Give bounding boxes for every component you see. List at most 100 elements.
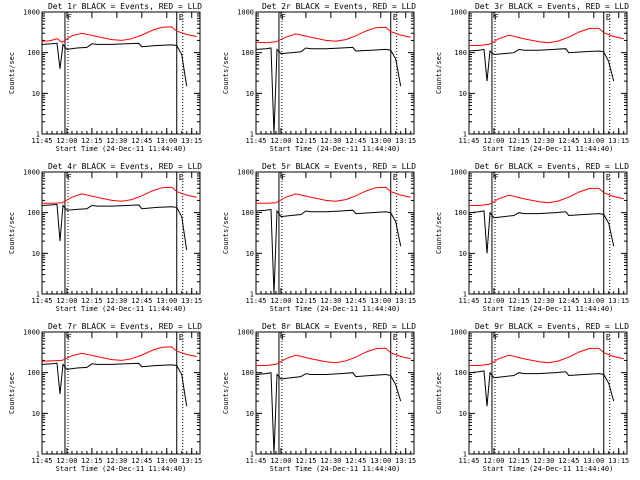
x-tick-label: 12:00 [56, 297, 77, 305]
x-tick-label: 13:15 [608, 297, 629, 305]
x-tick-label: 12:45 [345, 137, 366, 145]
plot-frame [41, 11, 201, 135]
plot-frame [41, 171, 201, 295]
y-tick-label: 100 [27, 369, 40, 377]
chart-title: Det 8r BLACK = Events, RED = LLD [262, 322, 416, 331]
y-tick-label: 10 [32, 250, 40, 258]
marker-label-E: E [179, 333, 184, 342]
marker-label-E: E [179, 13, 184, 22]
plot-frame [468, 11, 628, 135]
x-tick-label: 11:45 [245, 137, 266, 145]
chart-title: Det 2r BLACK = Events, RED = LLD [262, 2, 416, 11]
x-tick-label: 12:30 [320, 457, 341, 465]
x-tick-label: 11:45 [31, 457, 52, 465]
marker-label-E: E [606, 173, 611, 182]
y-tick-label: 10 [459, 90, 467, 98]
x-tick-label: 13:15 [608, 137, 629, 145]
marker-label-F: F [67, 13, 72, 22]
y-tick-label: 1000 [237, 329, 254, 337]
x-tick-label: 12:45 [131, 297, 152, 305]
chart-title: Det 5r BLACK = Events, RED = LLD [262, 162, 416, 171]
x-tick-label: 12:00 [270, 297, 291, 305]
x-tick-label: 13:00 [370, 457, 391, 465]
events-series-line [41, 42, 188, 87]
y-axis-label: Counts/sec [8, 52, 16, 94]
x-tick-label: 12:00 [270, 137, 291, 145]
x-tick-label: 12:00 [483, 297, 504, 305]
events-series-line [468, 48, 615, 82]
lld-series-line [256, 347, 411, 366]
x-tick-label: 12:15 [81, 137, 102, 145]
x-axis-label: Start Time (24-Dec-11 11:44:40) [270, 145, 401, 153]
plot-frame [255, 331, 415, 455]
x-tick-label: 12:15 [508, 297, 529, 305]
chart-panel-7: Det 7r BLACK = Events, RED = LLD 1 10 100 10… [8, 322, 202, 473]
y-tick-label: 10 [246, 410, 254, 418]
marker-label-F: F [281, 333, 286, 342]
x-tick-label: 12:45 [131, 137, 152, 145]
marker-label-F: F [67, 173, 72, 182]
x-axis-label: Start Time (24-Dec-11 11:44:40) [270, 305, 401, 313]
marker-label-E: E [393, 173, 398, 182]
y-tick-label: 100 [241, 209, 254, 217]
x-tick-label: 12:00 [483, 457, 504, 465]
x-axis-label: Start Time (24-Dec-11 11:44:40) [56, 465, 187, 473]
marker-label-E: E [393, 13, 398, 22]
x-axis-label: Start Time (24-Dec-11 11:44:40) [483, 145, 614, 153]
events-series-line [255, 46, 402, 135]
plot-frame [41, 331, 201, 455]
x-tick-label: 12:45 [558, 297, 579, 305]
marker-label-F: F [67, 333, 72, 342]
x-tick-label: 12:45 [558, 457, 579, 465]
plot-frame [255, 11, 415, 135]
events-series-line [255, 372, 402, 455]
chart-panel-8: Det 8r BLACK = Events, RED = LLD 1 10 100 10… [222, 322, 416, 473]
x-tick-label: 11:45 [458, 297, 479, 305]
y-tick-label: 1000 [23, 9, 40, 17]
plot-frame [468, 171, 628, 295]
y-axis-label: Counts/sec [435, 212, 443, 254]
events-series-line [41, 203, 188, 251]
y-tick-label: 100 [27, 49, 40, 57]
chart-title: Det 4r BLACK = Events, RED = LLD [48, 162, 202, 171]
y-tick-label: 1 [463, 131, 467, 139]
x-tick-label: 12:15 [81, 457, 102, 465]
x-tick-label: 12:15 [295, 457, 316, 465]
y-tick-label: 10 [32, 90, 40, 98]
lld-series-line [42, 186, 197, 204]
chart-panel-5: Det 5r BLACK = Events, RED = LLD 1 10 100 10… [222, 162, 416, 313]
x-tick-label: 12:00 [270, 457, 291, 465]
x-tick-label: 12:00 [483, 137, 504, 145]
y-axis-label: Counts/sec [222, 52, 230, 94]
y-tick-label: 100 [454, 209, 467, 217]
marker-label-E: E [606, 333, 611, 342]
lld-series-line [469, 187, 624, 206]
events-series-line [468, 210, 615, 254]
y-tick-label: 10 [459, 250, 467, 258]
x-tick-label: 11:45 [458, 457, 479, 465]
marker-label-F: F [494, 333, 499, 342]
chart-title: Det 9r BLACK = Events, RED = LLD [475, 322, 629, 331]
x-axis-label: Start Time (24-Dec-11 11:44:40) [270, 465, 401, 473]
y-tick-label: 1000 [23, 169, 40, 177]
x-tick-label: 12:15 [295, 297, 316, 305]
y-tick-label: 1000 [237, 9, 254, 17]
marker-label-F: F [494, 13, 499, 22]
x-tick-label: 12:00 [56, 457, 77, 465]
y-tick-label: 1 [463, 451, 467, 459]
x-tick-label: 13:15 [608, 457, 629, 465]
y-tick-label: 100 [27, 209, 40, 217]
y-axis-label: Counts/sec [8, 372, 16, 414]
lld-series-line [255, 26, 411, 44]
marker-label-E: E [179, 173, 184, 182]
x-tick-label: 12:30 [533, 297, 554, 305]
x-tick-label: 13:00 [370, 137, 391, 145]
x-axis-label: Start Time (24-Dec-11 11:44:40) [56, 145, 187, 153]
x-tick-label: 12:30 [106, 137, 127, 145]
lld-series-line [41, 26, 197, 43]
marker-label-F: F [494, 173, 499, 182]
y-tick-label: 1000 [450, 169, 467, 177]
x-tick-label: 12:15 [81, 297, 102, 305]
x-tick-label: 13:15 [181, 457, 202, 465]
